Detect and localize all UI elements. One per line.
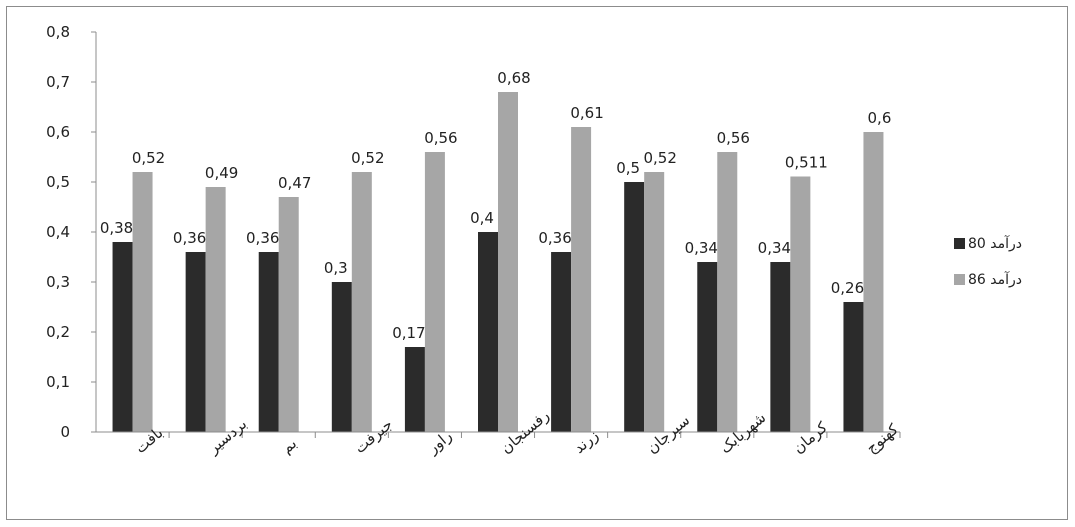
y-tick-label: 0,3 [46, 273, 70, 291]
bar-series-86 [424, 152, 445, 432]
bar-series-80 [551, 252, 572, 432]
data-label: 0,3 [324, 259, 348, 277]
data-label: 0,49 [205, 164, 238, 182]
data-label: 0,56 [717, 129, 750, 147]
data-label: 0,34 [685, 239, 718, 257]
y-tick-label: 0,8 [46, 23, 70, 41]
y-tick-label: 0,7 [46, 73, 70, 91]
y-tick-label: 0 [60, 423, 70, 441]
bar-series-80 [624, 182, 645, 432]
legend-swatch [954, 238, 965, 249]
bar-series-80 [697, 262, 718, 432]
bar-series-86 [205, 187, 226, 432]
bar-series-86 [498, 92, 518, 432]
y-tick-label: 0,5 [46, 173, 70, 191]
bar-series-80 [770, 262, 791, 432]
legend: درآمد 80 درآمد 86 [954, 235, 1022, 288]
data-label: 0,36 [538, 229, 571, 247]
legend-swatch [954, 274, 965, 285]
bar-series-86 [132, 172, 153, 432]
data-label: 0,52 [132, 149, 165, 167]
bar-series-80 [331, 282, 352, 432]
bar-series-80 [404, 347, 425, 432]
data-label: 0,6 [868, 109, 892, 127]
data-label: 0,26 [831, 279, 864, 297]
y-tick-label: 0,6 [46, 123, 70, 141]
bar-series-80 [112, 242, 133, 432]
bar-series-86 [790, 176, 811, 432]
bars: 0,38 0,52 0,36 0,49 0,36 0,47 0,3 0,52 0,17 0,56 0… [100, 69, 892, 432]
y-tick-label: 0,4 [46, 223, 70, 241]
bar-series-86 [644, 172, 665, 432]
bar-series-80 [478, 232, 498, 432]
data-label: 0,56 [424, 129, 457, 147]
bar-series-86 [571, 127, 592, 432]
legend-label: درآمد 80 [968, 235, 1022, 252]
bar-series-86 [351, 172, 372, 432]
y-tick-label: 0,2 [46, 323, 70, 341]
data-label: 0,47 [278, 174, 311, 192]
data-label: 0,38 [100, 219, 133, 237]
data-label: 0,52 [643, 149, 676, 167]
bar-series-80 [843, 302, 864, 432]
data-label: 0,17 [392, 324, 425, 342]
y-axis: 0 0,1 0,2 0,3 0,4 0,5 0,6 0,7 0,8 [46, 23, 97, 441]
bar-series-86 [863, 132, 884, 432]
data-label: 0,68 [497, 69, 530, 87]
legend-label: درآمد 86 [968, 271, 1022, 288]
y-tick-label: 0,1 [46, 373, 70, 391]
data-label: 0,5 [616, 159, 640, 177]
data-label: 0,511 [785, 154, 828, 172]
x-category-label: بم [278, 434, 300, 457]
bar-series-86 [278, 197, 299, 432]
bar-series-86 [717, 152, 738, 432]
data-label: 0,36 [173, 229, 206, 247]
data-label: 0,36 [246, 229, 279, 247]
bar-series-80 [258, 252, 279, 432]
data-label: 0,52 [351, 149, 384, 167]
data-label: 0,61 [570, 104, 603, 122]
data-label: 0,34 [758, 239, 791, 257]
bar-series-80 [185, 252, 206, 432]
data-label: 0,4 [470, 209, 494, 227]
chart-frame [6, 6, 1068, 520]
